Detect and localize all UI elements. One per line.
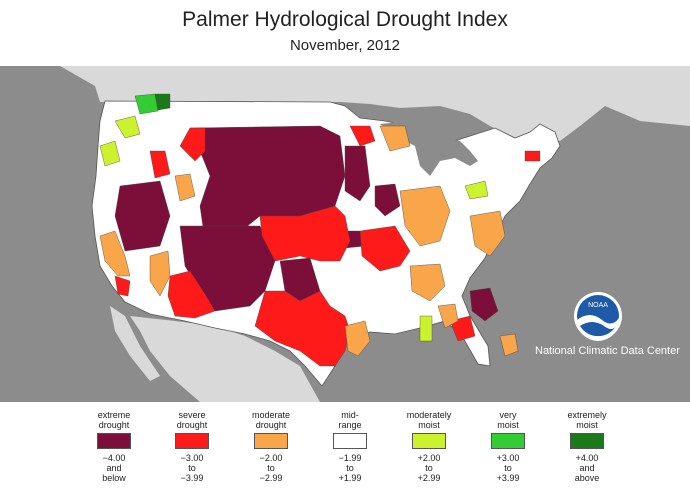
canada-land — [60, 66, 690, 141]
legend-range: −2.00 to −2.99 — [259, 453, 283, 483]
legend-range: −4.00 and below — [102, 453, 126, 483]
legend-swatch — [570, 433, 604, 449]
legend-range: −3.00 to −3.99 — [180, 453, 204, 483]
legend-label: extremely moist — [567, 410, 607, 430]
legend-swatch — [491, 433, 525, 449]
extreme-drought-regions — [114, 125, 499, 322]
legend-label: moderately moist — [406, 410, 452, 430]
legend-label: mid-range — [338, 410, 362, 430]
drought-map: NOAA — [0, 66, 690, 402]
legend-swatch — [254, 433, 288, 449]
moderately-moist-regions — [99, 115, 489, 342]
legend-range: +3.00 to +3.99 — [496, 453, 520, 483]
moderate-drought-regions — [99, 125, 519, 357]
severe-drought-regions — [114, 125, 541, 367]
legend-range: +4.00 and above — [574, 453, 600, 483]
map-subtitle: November, 2012 — [289, 37, 401, 54]
very-moist-regions — [134, 93, 159, 115]
legend-label: very moist — [497, 410, 519, 430]
legend-item: mid-range −1.99 to +1.99 — [310, 408, 390, 483]
legend: extreme drought −4.00 and below severe drought… — [0, 408, 690, 488]
legend-item: moderately moist +2.00 to +2.99 — [389, 408, 469, 483]
extremely-moist-regions — [154, 93, 171, 111]
legend-item: very moist +3.00 to +3.99 — [468, 408, 548, 483]
legend-label: severe drought — [176, 410, 208, 430]
noaa-logo-text: NOAA — [588, 302, 608, 309]
legend-item: severe drought −3.00 to −3.99 — [152, 408, 232, 483]
legend-swatch — [412, 433, 446, 449]
legend-item: moderate drought −2.00 to −2.99 — [231, 408, 311, 483]
ncdc-label: National Climatic Data Center — [535, 345, 680, 357]
legend-swatch — [333, 433, 367, 449]
noaa-logo — [574, 292, 622, 341]
map-title: Palmer Hydrological Drought Index — [182, 8, 508, 31]
legend-swatch — [175, 433, 209, 449]
legend-label: moderate drought — [251, 410, 291, 430]
legend-range: +2.00 to +2.99 — [417, 453, 441, 483]
legend-range: −1.99 to +1.99 — [338, 453, 362, 483]
mexico-land — [130, 316, 320, 402]
legend-item: extremely moist +4.00 and above — [547, 408, 627, 483]
legend-item: extreme drought −4.00 and below — [74, 408, 154, 483]
legend-swatch — [97, 433, 131, 449]
legend-label: extreme drought — [97, 410, 131, 430]
baja-land — [110, 306, 160, 381]
